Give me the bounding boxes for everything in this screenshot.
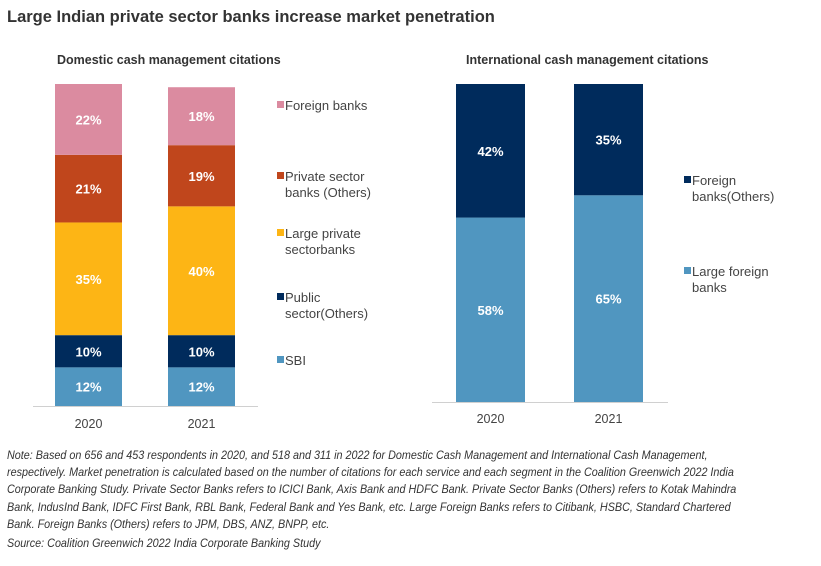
legend-swatch [277, 101, 284, 108]
data-label: 65% [595, 292, 621, 307]
legend-label: SBI [285, 353, 306, 368]
legend-label: banks [692, 280, 727, 295]
data-label: 21% [75, 182, 101, 197]
chart-title: International cash management citations [466, 53, 708, 67]
data-label: 40% [188, 264, 214, 279]
bar-segment [456, 217, 525, 402]
bar-segment [168, 145, 235, 207]
bar-segment [168, 206, 235, 336]
x-tick-label: 2020 [477, 412, 505, 426]
legend-label: Foreign [692, 173, 736, 188]
data-label: 18% [188, 109, 214, 124]
bar-segment [168, 367, 235, 406]
data-label: 58% [477, 303, 503, 318]
legend-swatch [277, 172, 284, 179]
bar-segment [55, 84, 122, 155]
legend-label: Large foreign [692, 264, 769, 279]
legend-label: banks(Others) [692, 189, 774, 204]
legend-label: sector(Others) [285, 306, 368, 321]
footnote: Note: Based on 656 and 453 respondents i… [7, 449, 737, 531]
bar-segment [55, 222, 122, 336]
data-label: 22% [75, 112, 101, 127]
legend-label: Public [285, 290, 321, 305]
legend-label: Private sector [285, 169, 365, 184]
x-tick-label: 2021 [595, 412, 623, 426]
legend-label: sectorbanks [285, 242, 356, 257]
x-tick-label: 2021 [188, 417, 216, 431]
bar-segment [574, 195, 643, 402]
bar-segment [168, 335, 235, 368]
legend-label: Large private [285, 226, 361, 241]
data-label: 10% [188, 344, 214, 359]
data-label: 19% [188, 169, 214, 184]
legend-swatch [277, 229, 284, 236]
legend-swatch [684, 176, 691, 183]
bar-segment [168, 87, 235, 146]
bar-segment [574, 84, 643, 196]
source-note: Source: Coalition Greenwich 2022 India C… [7, 537, 321, 550]
legend-swatch [277, 293, 284, 300]
bar-segment [55, 154, 122, 223]
data-label: 35% [75, 272, 101, 287]
data-label: 10% [75, 344, 101, 359]
legend-swatch [277, 356, 284, 363]
legend-label: banks (Others) [285, 185, 371, 200]
data-label: 42% [477, 144, 503, 159]
data-label: 12% [188, 380, 214, 395]
bar-segment [55, 367, 122, 406]
x-tick-label: 2020 [75, 417, 103, 431]
chart-title: Domestic cash management citations [57, 53, 281, 67]
legend-swatch [684, 267, 691, 274]
data-label: 12% [75, 380, 101, 395]
bar-segment [456, 84, 525, 218]
data-label: 35% [595, 133, 621, 148]
charts-svg: Domestic cash management citations 12% 10%… [33, 53, 774, 431]
figure-title: Large Indian private sector banks increa… [7, 8, 495, 26]
bar-segment [55, 335, 122, 368]
legend-label: Foreign banks [285, 98, 368, 113]
